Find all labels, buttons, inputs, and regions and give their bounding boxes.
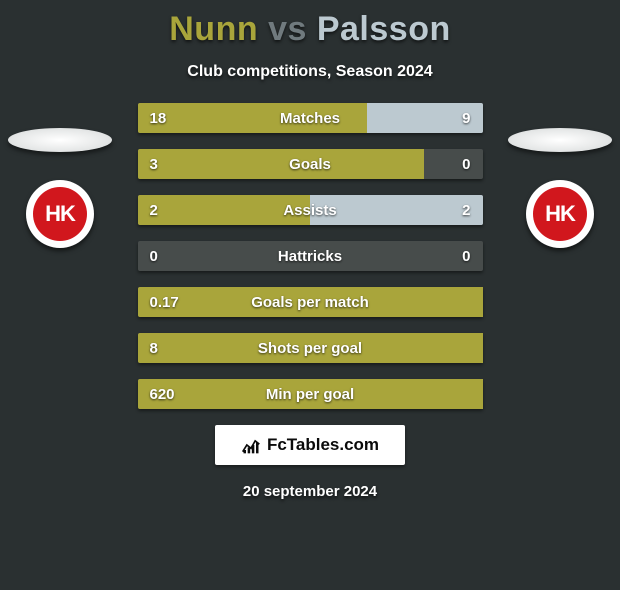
vs-separator: vs: [268, 10, 307, 48]
player1-club-badge: HK: [26, 180, 94, 248]
stat-value-player2: 9: [462, 103, 470, 133]
comparison-title: Nunn vs Palsson: [0, 10, 620, 49]
stat-label: Assists: [138, 195, 483, 225]
player2-name: Palsson: [317, 10, 451, 48]
subtitle: Club competitions, Season 2024: [0, 63, 620, 81]
stat-row: 8Shots per goal: [138, 333, 483, 363]
player1-club-initials: HK: [26, 180, 94, 248]
player2-side: HK: [518, 128, 602, 248]
stats-chart: 18Matches93Goals02Assists20Hattricks00.1…: [138, 103, 483, 409]
player2-club-initials: HK: [526, 180, 594, 248]
stat-row: 2Assists2: [138, 195, 483, 225]
snapshot-date: 20 september 2024: [0, 483, 620, 500]
stat-row: 0Hattricks0: [138, 241, 483, 271]
fctables-logo-icon: [241, 435, 261, 455]
stat-row: 620Min per goal: [138, 379, 483, 409]
stat-label: Goals per match: [138, 287, 483, 317]
stat-row: 18Matches9: [138, 103, 483, 133]
stat-value-player2: 0: [462, 241, 470, 271]
stat-value-player2: 0: [462, 149, 470, 179]
stat-label: Matches: [138, 103, 483, 133]
player1-name: Nunn: [169, 10, 258, 48]
stat-value-player2: 2: [462, 195, 470, 225]
branding-text: FcTables.com: [267, 435, 379, 455]
stat-label: Hattricks: [138, 241, 483, 271]
stat-row: 3Goals0: [138, 149, 483, 179]
stat-label: Shots per goal: [138, 333, 483, 363]
branding-badge: FcTables.com: [215, 425, 405, 465]
player2-club-badge: HK: [526, 180, 594, 248]
stat-label: Min per goal: [138, 379, 483, 409]
stat-label: Goals: [138, 149, 483, 179]
player2-nameplate: [508, 128, 612, 152]
player1-nameplate: [8, 128, 112, 152]
player1-side: HK: [18, 128, 102, 248]
stat-row: 0.17Goals per match: [138, 287, 483, 317]
